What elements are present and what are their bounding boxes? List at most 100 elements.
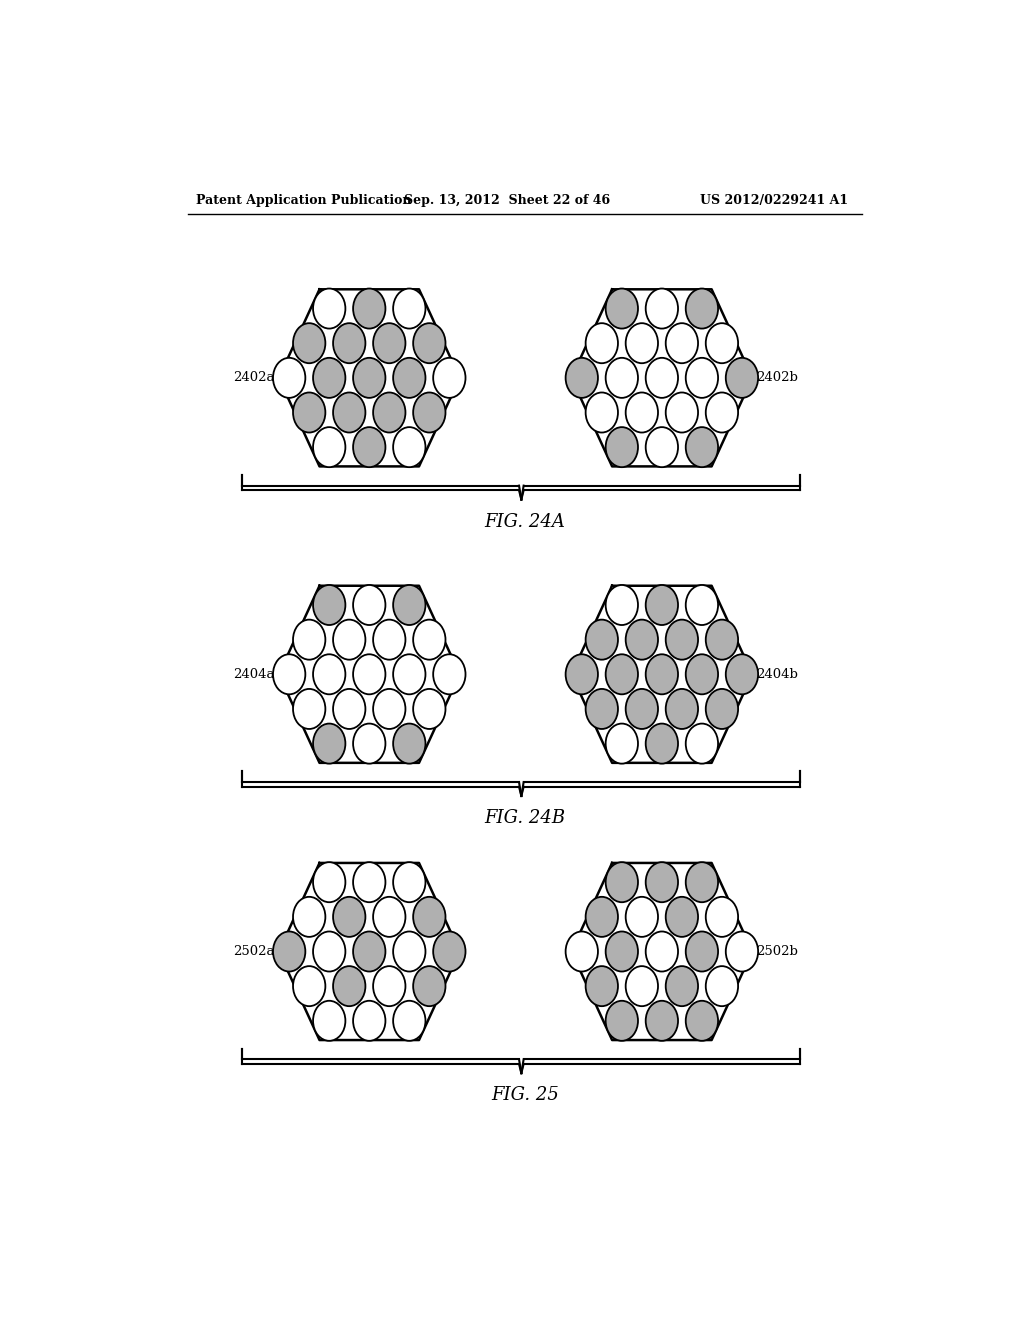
Ellipse shape bbox=[413, 619, 445, 660]
Ellipse shape bbox=[313, 289, 345, 329]
Ellipse shape bbox=[413, 392, 445, 433]
Ellipse shape bbox=[646, 932, 678, 972]
Text: FIG. 25: FIG. 25 bbox=[490, 1086, 559, 1105]
Ellipse shape bbox=[666, 619, 698, 660]
Ellipse shape bbox=[273, 358, 305, 397]
Ellipse shape bbox=[293, 896, 326, 937]
Ellipse shape bbox=[605, 428, 638, 467]
Ellipse shape bbox=[293, 689, 326, 729]
Ellipse shape bbox=[373, 896, 406, 937]
Ellipse shape bbox=[393, 1001, 425, 1040]
Ellipse shape bbox=[353, 723, 385, 763]
Ellipse shape bbox=[586, 323, 617, 363]
Ellipse shape bbox=[413, 689, 445, 729]
Text: 2402b: 2402b bbox=[757, 371, 799, 384]
Text: 2502b: 2502b bbox=[757, 945, 799, 958]
Ellipse shape bbox=[726, 932, 758, 972]
Ellipse shape bbox=[686, 862, 718, 903]
Ellipse shape bbox=[726, 358, 758, 397]
Ellipse shape bbox=[333, 619, 366, 660]
Ellipse shape bbox=[353, 358, 385, 397]
Ellipse shape bbox=[666, 896, 698, 937]
Ellipse shape bbox=[273, 932, 305, 972]
Ellipse shape bbox=[293, 323, 326, 363]
Ellipse shape bbox=[433, 655, 466, 694]
Ellipse shape bbox=[333, 323, 366, 363]
Ellipse shape bbox=[626, 619, 658, 660]
Ellipse shape bbox=[646, 655, 678, 694]
Text: Sep. 13, 2012  Sheet 22 of 46: Sep. 13, 2012 Sheet 22 of 46 bbox=[403, 194, 610, 207]
Ellipse shape bbox=[293, 619, 326, 660]
Ellipse shape bbox=[666, 392, 698, 433]
Ellipse shape bbox=[706, 896, 738, 937]
Ellipse shape bbox=[353, 428, 385, 467]
Ellipse shape bbox=[666, 966, 698, 1006]
Ellipse shape bbox=[626, 689, 658, 729]
Ellipse shape bbox=[686, 655, 718, 694]
Ellipse shape bbox=[393, 358, 425, 397]
Ellipse shape bbox=[393, 428, 425, 467]
Ellipse shape bbox=[313, 358, 345, 397]
Ellipse shape bbox=[605, 585, 638, 626]
Ellipse shape bbox=[666, 689, 698, 729]
Ellipse shape bbox=[686, 428, 718, 467]
Ellipse shape bbox=[686, 585, 718, 626]
Ellipse shape bbox=[586, 619, 617, 660]
Ellipse shape bbox=[313, 585, 345, 626]
Ellipse shape bbox=[586, 689, 617, 729]
Ellipse shape bbox=[393, 289, 425, 329]
Text: 2404b: 2404b bbox=[757, 668, 799, 681]
Ellipse shape bbox=[646, 585, 678, 626]
Text: US 2012/0229241 A1: US 2012/0229241 A1 bbox=[700, 194, 849, 207]
Ellipse shape bbox=[605, 655, 638, 694]
Ellipse shape bbox=[433, 932, 466, 972]
Text: 2402a: 2402a bbox=[233, 371, 274, 384]
Ellipse shape bbox=[605, 289, 638, 329]
Ellipse shape bbox=[393, 862, 425, 903]
Ellipse shape bbox=[313, 723, 345, 763]
Ellipse shape bbox=[626, 323, 658, 363]
Ellipse shape bbox=[333, 966, 366, 1006]
Ellipse shape bbox=[313, 862, 345, 903]
Ellipse shape bbox=[646, 862, 678, 903]
Ellipse shape bbox=[626, 896, 658, 937]
Ellipse shape bbox=[565, 358, 598, 397]
Ellipse shape bbox=[353, 862, 385, 903]
Ellipse shape bbox=[626, 392, 658, 433]
Ellipse shape bbox=[605, 862, 638, 903]
Ellipse shape bbox=[706, 689, 738, 729]
Ellipse shape bbox=[646, 358, 678, 397]
Ellipse shape bbox=[686, 289, 718, 329]
Ellipse shape bbox=[353, 932, 385, 972]
Ellipse shape bbox=[413, 966, 445, 1006]
Ellipse shape bbox=[626, 966, 658, 1006]
Ellipse shape bbox=[706, 392, 738, 433]
Ellipse shape bbox=[686, 723, 718, 763]
Ellipse shape bbox=[313, 932, 345, 972]
Ellipse shape bbox=[353, 289, 385, 329]
Ellipse shape bbox=[413, 323, 445, 363]
Ellipse shape bbox=[313, 1001, 345, 1040]
Ellipse shape bbox=[373, 392, 406, 433]
Ellipse shape bbox=[605, 932, 638, 972]
Ellipse shape bbox=[565, 655, 598, 694]
Ellipse shape bbox=[586, 896, 617, 937]
Ellipse shape bbox=[586, 392, 617, 433]
Ellipse shape bbox=[706, 619, 738, 660]
Ellipse shape bbox=[686, 932, 718, 972]
Ellipse shape bbox=[646, 1001, 678, 1040]
Ellipse shape bbox=[293, 392, 326, 433]
Ellipse shape bbox=[646, 289, 678, 329]
Ellipse shape bbox=[273, 655, 305, 694]
Ellipse shape bbox=[393, 585, 425, 626]
Ellipse shape bbox=[413, 896, 445, 937]
Ellipse shape bbox=[726, 655, 758, 694]
Text: Patent Application Publication: Patent Application Publication bbox=[196, 194, 412, 207]
Ellipse shape bbox=[686, 1001, 718, 1040]
Ellipse shape bbox=[373, 619, 406, 660]
Ellipse shape bbox=[605, 358, 638, 397]
Ellipse shape bbox=[313, 428, 345, 467]
Ellipse shape bbox=[666, 323, 698, 363]
Ellipse shape bbox=[393, 723, 425, 763]
Ellipse shape bbox=[353, 1001, 385, 1040]
